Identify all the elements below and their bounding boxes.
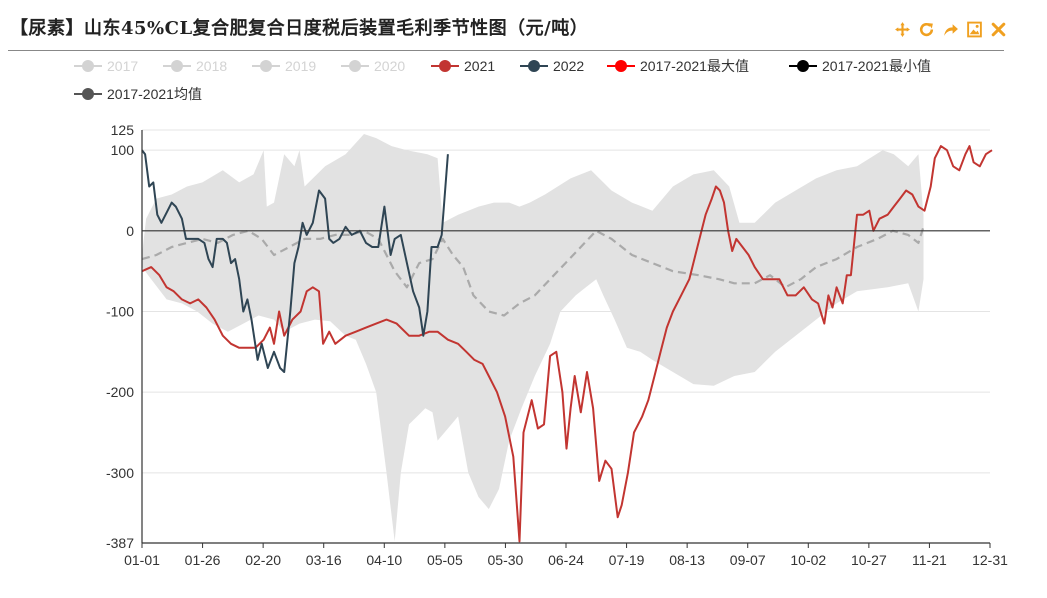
x-tick-label: 06-24 <box>548 552 584 568</box>
move-icon[interactable] <box>893 20 911 38</box>
chart-toolbox <box>893 20 1007 38</box>
legend-item-2018[interactable]: 2018 <box>163 55 227 77</box>
chart-title: 【尿素】山东45%CL复合肥复合日度税后装置毛利季节性图（元/吨） <box>10 18 589 39</box>
legend-label-2022: 2022 <box>553 58 585 74</box>
legend-item-min[interactable]: 2017-2021最小值 <box>789 55 931 77</box>
title-divider <box>8 50 1004 51</box>
x-tick-label: 10-02 <box>790 552 826 568</box>
legend-item-2020[interactable]: 2020 <box>341 55 405 77</box>
y-tick-label: -200 <box>106 384 134 400</box>
legend-item-2022[interactable]: 2022 <box>520 55 584 77</box>
series-line-2022 <box>141 149 449 373</box>
legend-item-2021[interactable]: 2021 <box>431 55 495 77</box>
legend-label-2020: 2020 <box>374 58 406 74</box>
min-max-area <box>142 134 924 542</box>
x-tick-label: 03-16 <box>306 552 342 568</box>
legend-label-2018: 2018 <box>196 58 228 74</box>
legend-label-min: 2017-2021最小值 <box>822 58 931 74</box>
x-tick-label: 01-26 <box>185 552 221 568</box>
close-icon[interactable] <box>989 20 1007 38</box>
y-tick-label: 0 <box>126 223 134 239</box>
save-image-icon[interactable] <box>965 20 983 38</box>
x-tick-label: 05-05 <box>427 552 463 568</box>
x-tick-label: 05-30 <box>488 552 524 568</box>
legend-label-2019: 2019 <box>285 58 317 74</box>
legend-item-2019[interactable]: 2019 <box>252 55 316 77</box>
x-tick-label: 07-19 <box>609 552 645 568</box>
x-tick-label: 01-01 <box>124 552 160 568</box>
x-tick-label: 10-27 <box>851 552 887 568</box>
min-max-band <box>142 134 924 542</box>
legend-label-max: 2017-2021最大值 <box>640 58 749 74</box>
y-tick-label: -100 <box>106 303 134 319</box>
series-lines <box>141 145 993 543</box>
series-line-2021 <box>141 145 993 543</box>
refresh-icon[interactable] <box>917 20 935 38</box>
legend-label-2017: 2017 <box>107 58 139 74</box>
x-tick-label: 09-07 <box>730 552 766 568</box>
share-icon[interactable] <box>941 20 959 38</box>
y-tick-label: -300 <box>106 465 134 481</box>
y-tick-label: 125 <box>111 122 135 138</box>
y-tick-label: 100 <box>111 142 135 158</box>
x-tick-label: 11-21 <box>912 552 947 568</box>
legend-item-2017[interactable]: 2017 <box>74 55 138 77</box>
legend-item-mean[interactable]: 2017-2021均值 <box>74 83 202 105</box>
series-line-mean <box>141 226 925 317</box>
legend-item-max[interactable]: 2017-2021最大值 <box>607 55 749 77</box>
x-tick-label: 12-31 <box>972 552 1008 568</box>
legend-label-2021: 2021 <box>464 58 496 74</box>
x-tick-label: 02-20 <box>245 552 281 568</box>
legend-label-mean: 2017-2021均值 <box>107 86 202 102</box>
y-tick-label: -387 <box>106 535 134 551</box>
x-tick-label: 08-13 <box>669 552 705 568</box>
x-tick-label: 04-10 <box>366 552 402 568</box>
